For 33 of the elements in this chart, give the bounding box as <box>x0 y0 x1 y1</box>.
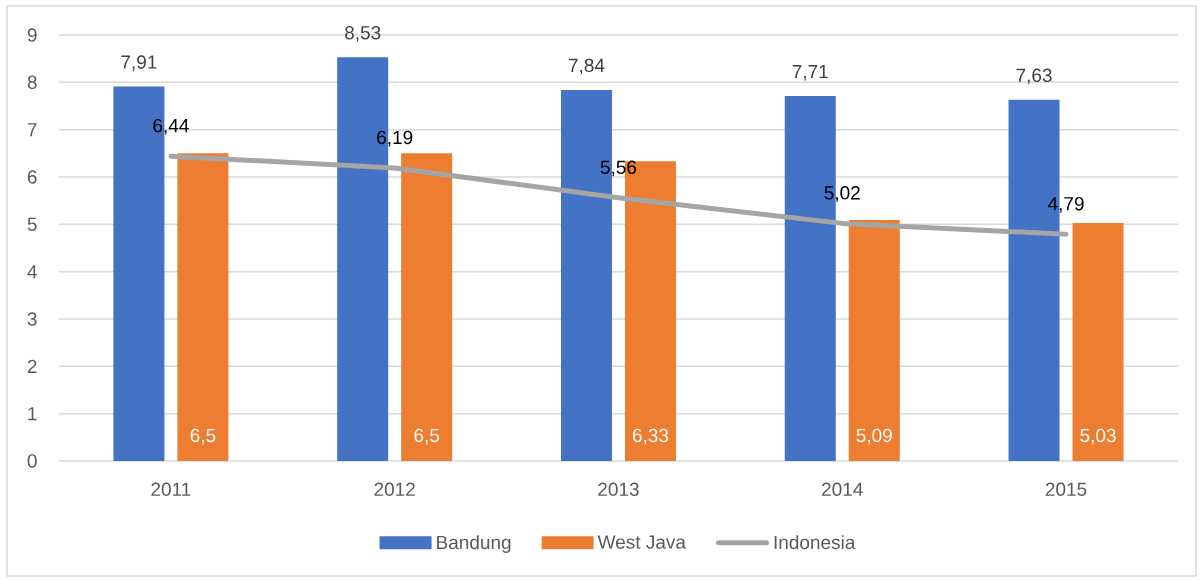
data-label: 7,91 <box>121 55 157 72</box>
data-label: 5,56 <box>600 160 637 177</box>
data-label: 5,09 <box>856 428 892 445</box>
data-label: 6,5 <box>414 428 440 445</box>
x-tick-label: 2013 <box>598 482 639 496</box>
y-tick-label: 4 <box>27 265 37 279</box>
legend-label: West Java <box>597 535 686 549</box>
bar <box>848 220 900 461</box>
data-label: 7,84 <box>568 58 605 75</box>
y-tick-label: 0 <box>27 454 37 468</box>
data-label: 6,33 <box>632 428 669 445</box>
data-label: 8,53 <box>345 25 381 42</box>
bar <box>177 153 229 461</box>
data-label: 5,03 <box>1080 428 1116 445</box>
bar <box>401 153 453 461</box>
y-tick-label: 9 <box>27 28 37 42</box>
x-tick-label: 2012 <box>374 482 415 496</box>
y-tick-label: 8 <box>27 75 37 90</box>
data-label: 7,71 <box>792 64 828 81</box>
y-tick-label: 6 <box>27 170 37 184</box>
x-tick-label: 2011 <box>151 482 191 496</box>
y-tick-label: 5 <box>27 217 37 231</box>
x-tick-label: 2014 <box>822 482 863 496</box>
y-tick-label: 7 <box>27 123 37 137</box>
x-tick-label: 2015 <box>1045 482 1087 496</box>
data-label: 6,5 <box>190 428 216 445</box>
y-tick-label: 3 <box>27 312 37 326</box>
y-tick-label: 2 <box>27 359 37 373</box>
bar <box>1072 222 1124 461</box>
y-tick-label: 1 <box>28 407 37 421</box>
legend-label: Indonesia <box>774 535 856 550</box>
legend-label: Bandung <box>437 535 511 553</box>
data-label: 7,63 <box>1016 68 1052 85</box>
